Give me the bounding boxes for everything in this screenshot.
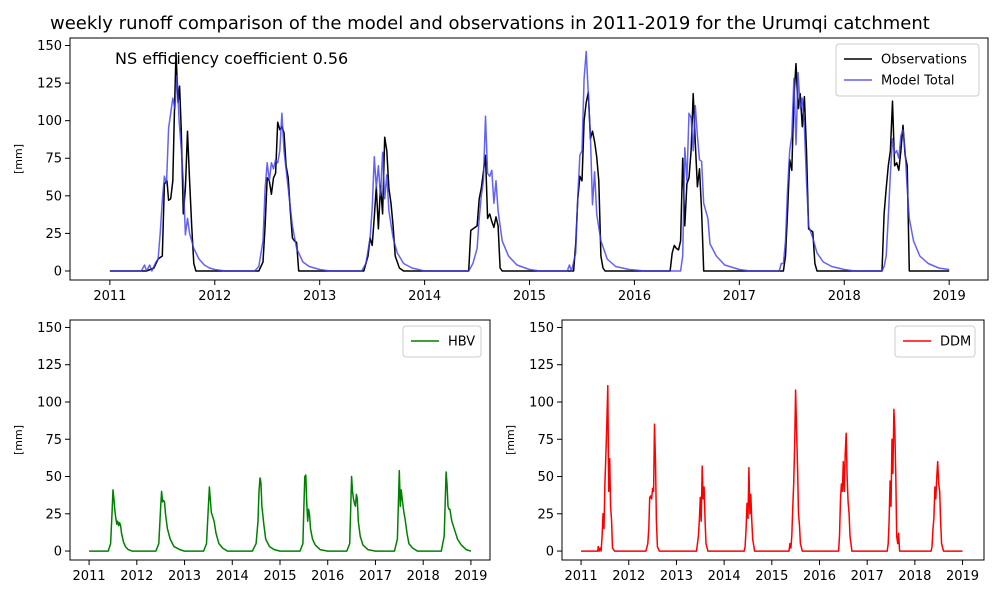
y-tick-label: 100 xyxy=(37,114,62,129)
ns-efficiency-annotation: NS efficiency coefficient 0.56 xyxy=(115,49,348,68)
y-tick-label: 25 xyxy=(537,507,554,522)
y-axis-label: [mm] xyxy=(12,144,25,174)
legend-label: Model Total xyxy=(881,74,955,89)
legend-label: HBV xyxy=(448,335,475,350)
x-tick-label: 2014 xyxy=(708,569,741,584)
x-tick-label: 2013 xyxy=(168,569,201,584)
y-tick-label: 75 xyxy=(45,152,62,167)
x-tick-label: 2016 xyxy=(311,569,344,584)
y-axis-label: [mm] xyxy=(504,425,517,455)
x-tick-label: 2019 xyxy=(946,569,979,584)
legend-label: Observations xyxy=(881,53,967,68)
y-tick-label: 150 xyxy=(37,321,62,336)
series-group xyxy=(581,384,963,552)
y-tick-label: 0 xyxy=(546,545,554,560)
x-tick-label: 2013 xyxy=(660,569,693,584)
y-tick-label: 50 xyxy=(45,189,62,204)
y-tick-label: 50 xyxy=(537,470,554,485)
chart-title: weekly runoff comparison of the model an… xyxy=(50,13,930,34)
y-tick-label: 25 xyxy=(45,507,62,522)
x-tick-label: 2018 xyxy=(407,569,440,584)
x-tick-label: 2019 xyxy=(454,569,487,584)
series-group xyxy=(89,469,472,552)
legend: DDM xyxy=(894,325,976,358)
x-tick-label: 2016 xyxy=(803,569,836,584)
legend: HBV xyxy=(402,325,482,358)
y-tick-label: 100 xyxy=(529,395,554,410)
panel-bottom-left: 2011 2012 2013 2014 2015 2016 2017 2018 2019 0 25 5… xyxy=(12,319,491,584)
series-line-hbv xyxy=(89,469,472,552)
x-tick-label: 2012 xyxy=(198,289,231,304)
axes-frame xyxy=(561,319,985,561)
x-tick-label: 2017 xyxy=(851,569,884,584)
y-tick-label: 100 xyxy=(37,395,62,410)
legend-box xyxy=(402,325,482,358)
x-tick-label: 2011 xyxy=(93,289,126,304)
x-tick-label: 2019 xyxy=(933,289,966,304)
legend-label: DDM xyxy=(940,335,971,350)
y-tick-label: 25 xyxy=(45,227,62,242)
y-tick-label: 0 xyxy=(54,545,62,560)
panel-bottom-right: 2011 2012 2013 2014 2015 2016 2017 2018 2019 0 25 5… xyxy=(504,319,985,584)
series-group xyxy=(109,50,950,272)
axes-frame xyxy=(69,37,989,281)
x-tick-label: 2013 xyxy=(303,289,336,304)
x-tick-label: 2015 xyxy=(263,569,296,584)
y-tick-label: 50 xyxy=(45,470,62,485)
legend-box xyxy=(894,325,976,358)
x-tick-label: 2012 xyxy=(120,569,153,584)
x-tick-label: 2015 xyxy=(513,289,546,304)
legend: Observations Model Total xyxy=(835,43,980,97)
x-tick-label: 2011 xyxy=(73,569,106,584)
series-line-observations xyxy=(109,52,950,272)
x-tick-label: 2017 xyxy=(723,289,756,304)
x-tick-label: 2016 xyxy=(618,289,651,304)
x-tick-label: 2017 xyxy=(359,569,392,584)
y-axis-label: [mm] xyxy=(12,425,25,455)
series-line-ddm xyxy=(581,384,963,552)
legend-box xyxy=(835,43,980,97)
y-tick-label: 125 xyxy=(37,77,62,92)
x-tick-label: 2018 xyxy=(898,569,931,584)
y-tick-label: 125 xyxy=(529,358,554,373)
series-line-model-total xyxy=(109,50,950,272)
x-tick-label: 2015 xyxy=(755,569,788,584)
y-tick-label: 150 xyxy=(37,39,62,54)
x-tick-label: 2014 xyxy=(408,289,441,304)
x-tick-label: 2018 xyxy=(828,289,861,304)
y-tick-label: 150 xyxy=(529,321,554,336)
x-tick-label: 2011 xyxy=(565,569,598,584)
panel-top: 2011 2012 2013 2014 2015 2016 2017 2018 2019 0 25 5… xyxy=(12,13,989,304)
x-tick-label: 2014 xyxy=(216,569,249,584)
y-tick-label: 0 xyxy=(54,264,62,279)
y-tick-label: 75 xyxy=(537,433,554,448)
y-tick-label: 75 xyxy=(45,433,62,448)
x-tick-label: 2012 xyxy=(612,569,645,584)
y-tick-label: 125 xyxy=(37,358,62,373)
